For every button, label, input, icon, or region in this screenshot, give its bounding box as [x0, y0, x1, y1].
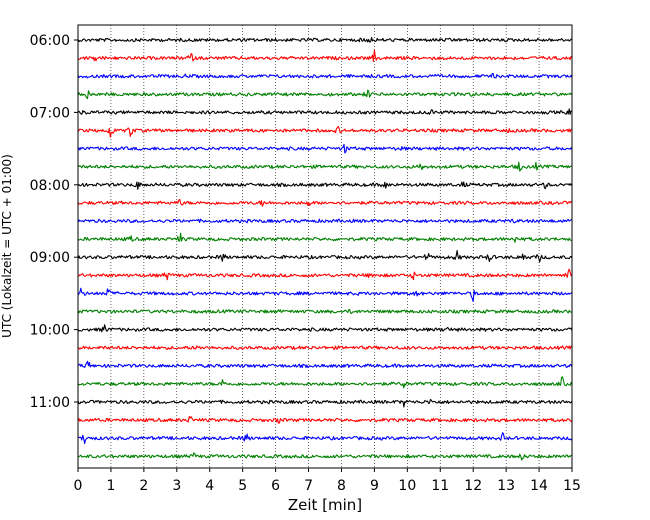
plot-frame [77, 24, 573, 469]
trace-1030 [77, 360, 573, 369]
x-tick-label: 3 [172, 478, 181, 494]
y-tick-label: 07:00 [30, 105, 70, 121]
trace-0730 [77, 143, 573, 154]
y-tick-label: 10:00 [30, 323, 70, 339]
trace-1115 [77, 416, 573, 424]
trace-0815 [77, 198, 573, 207]
x-tick-label: 6 [271, 478, 280, 494]
trace-0800 [77, 181, 573, 190]
trace-0830 [77, 218, 573, 224]
trace-1015 [77, 345, 573, 351]
trace-0915 [77, 268, 573, 281]
x-tick-label: 11 [431, 478, 449, 494]
trace-1145 [77, 452, 573, 461]
x-tick-label: 9 [370, 478, 379, 494]
x-axis-ticks: 0 1 2 3 4 5 6 7 8 9 10 11 12 13 14 15 [74, 468, 581, 494]
trace-1000 [77, 324, 573, 333]
x-tick-label: 5 [238, 478, 247, 494]
trace-1045 [77, 376, 573, 389]
trace-0645 [77, 89, 573, 100]
seismic-traces [77, 36, 573, 461]
y-axis-ticks: 06:00 07:00 08:00 09:00 10:00 11:00 [30, 33, 78, 411]
y-tick-label: 11:00 [30, 395, 70, 411]
x-tick-label: 8 [337, 478, 346, 494]
x-tick-label: 10 [398, 478, 416, 494]
trace-0930 [77, 287, 573, 303]
x-tick-label: 2 [139, 478, 148, 494]
trace-0845 [77, 232, 573, 243]
x-tick-label: 15 [563, 478, 581, 494]
trace-1130 [77, 432, 573, 445]
x-tick-label: 1 [106, 478, 115, 494]
y-tick-label: 09:00 [30, 250, 70, 266]
trace-0630 [77, 72, 573, 79]
x-tick-label: 12 [464, 478, 482, 494]
x-tick-label: 13 [497, 478, 515, 494]
x-axis-label: Zeit [min] [288, 496, 362, 514]
x-tick-label: 0 [74, 478, 83, 494]
x-tick-label: 7 [304, 478, 313, 494]
trace-0945 [77, 308, 573, 315]
y-tick-label: 06:00 [30, 33, 70, 49]
trace-0700 [77, 108, 573, 115]
trace-0745 [77, 161, 573, 172]
y-tick-label: 08:00 [30, 178, 70, 194]
trace-0615 [77, 49, 573, 63]
x-tick-label: 14 [530, 478, 548, 494]
y-axis-label: UTC (Lokalzeit = UTC + 01:00) [0, 154, 14, 338]
trace-1100 [77, 398, 573, 408]
trace-0900 [77, 250, 573, 263]
trace-0600 [77, 36, 573, 43]
trace-0715 [77, 125, 573, 138]
x-tick-label: 4 [205, 478, 214, 494]
vertical-grid [110, 25, 540, 468]
plot-background [78, 25, 572, 468]
